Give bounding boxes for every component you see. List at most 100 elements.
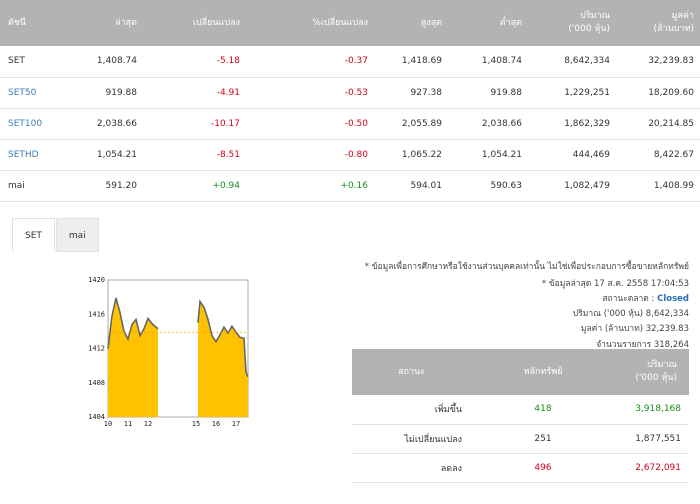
index-row-set: SET 1,408.74 -5.18 -0.37 1,418.69 1,408.74 8,6… xyxy=(0,46,700,78)
index-change: -10.17 xyxy=(143,108,246,140)
session-area-1 xyxy=(108,297,158,417)
latest-update-value: 17 ส.ค. 2558 17:04:53 xyxy=(593,279,689,289)
index-value: 20,214.85 xyxy=(616,108,700,140)
index-change: -4.91 xyxy=(143,77,246,109)
header-value: มูลค่า (ล้านบาท) xyxy=(616,0,700,46)
index-pct: -0.53 xyxy=(246,77,374,109)
summary-row: เพิ่มขึ้น 418 3,918,168 xyxy=(352,395,689,425)
header-high: สูงสุด xyxy=(374,0,448,46)
index-last: 591.20 xyxy=(60,170,143,202)
index-name: SET xyxy=(0,46,60,78)
index-name[interactable]: SET100 xyxy=(0,108,60,140)
total-trades: จำนวนรายการ 318,264 xyxy=(596,337,689,351)
header-status: สถานะ xyxy=(352,349,480,395)
y-tick-label: 1416 xyxy=(88,310,105,318)
header-summary-volume: ปริมาณ ('000 หุ้น) xyxy=(580,349,689,395)
summary-count: 251 xyxy=(480,424,580,454)
index-last: 1,408.74 xyxy=(60,46,143,78)
market-status-value: Closed xyxy=(657,294,689,304)
index-table: ดัชนี ล่าสุด เปลี่ยนแปลง %เปลี่ยนแปลง สู… xyxy=(0,0,700,202)
y-tick-label: 1412 xyxy=(88,345,105,353)
tab-set[interactable]: SET xyxy=(12,218,55,252)
index-low: 919.88 xyxy=(448,77,528,109)
latest-update: * ข้อมูลล่าสุด 17 ส.ค. 2558 17:04:53 xyxy=(542,276,689,290)
index-high: 1,065.22 xyxy=(374,139,448,171)
total-trades-label: จำนวนรายการ xyxy=(596,340,652,350)
index-change: +0.94 xyxy=(143,170,246,202)
index-low: 590.63 xyxy=(448,170,528,202)
index-last: 919.88 xyxy=(60,77,143,109)
index-value: 1,408.99 xyxy=(616,170,700,202)
index-volume: 1,082,479 xyxy=(528,170,616,202)
header-low: ต่ำสุด xyxy=(448,0,528,46)
y-tick-label: 1404 xyxy=(88,413,105,421)
summary-count: 496 xyxy=(480,453,580,483)
index-pct: -0.50 xyxy=(246,108,374,140)
x-tick-label: 11 xyxy=(124,420,132,428)
index-change: -5.18 xyxy=(143,46,246,78)
y-tick-label: 1420 xyxy=(88,276,105,284)
index-value: 32,239.83 xyxy=(616,46,700,78)
index-low: 1,054.21 xyxy=(448,139,528,171)
header-volume: ปริมาณ ('000 หุ้น) xyxy=(528,0,616,46)
index-high: 927.38 xyxy=(374,77,448,109)
summary-volume: 3,918,168 xyxy=(580,395,689,425)
index-volume: 444,469 xyxy=(528,139,616,171)
index-volume: 8,642,334 xyxy=(528,46,616,78)
index-low: 1,408.74 xyxy=(448,46,528,78)
total-value-label: มูลค่า (ล้านบาท) xyxy=(580,324,644,334)
index-pct: -0.80 xyxy=(246,139,374,171)
x-tick-label: 10 xyxy=(104,420,112,428)
x-tick-label: 12 xyxy=(144,420,152,428)
x-tick-label: 16 xyxy=(212,420,220,428)
total-value: มูลค่า (ล้านบาท) 32,239.83 xyxy=(581,321,689,335)
index-name[interactable]: SET50 xyxy=(0,77,60,109)
index-high: 2,055.89 xyxy=(374,108,448,140)
tab-mai[interactable]: mai xyxy=(55,218,99,252)
x-tick-label: 15 xyxy=(192,420,200,428)
index-last: 2,038.66 xyxy=(60,108,143,140)
index-volume: 1,229,251 xyxy=(528,77,616,109)
index-high: 1,418.69 xyxy=(374,46,448,78)
index-pct: +0.16 xyxy=(246,170,374,202)
index-low: 2,038.66 xyxy=(448,108,528,140)
summary-header: สถานะ หลักทรัพย์ ปริมาณ ('000 หุ้น) xyxy=(352,349,689,395)
latest-update-label: * ข้อมูลล่าสุด xyxy=(541,279,592,289)
header-change: เปลี่ยนแปลง xyxy=(143,0,246,46)
intraday-chart: 1420 1416 1412 1408 1404 10 11 12 15 16 17 xyxy=(78,274,268,442)
index-row-mai: mai 591.20 +0.94 +0.16 594.01 590.63 1,082,479… xyxy=(0,170,700,202)
index-table-header: ดัชนี ล่าสุด เปลี่ยนแปลง %เปลี่ยนแปลง สู… xyxy=(0,0,700,46)
market-tabs: SET mai xyxy=(12,218,100,252)
market-status: สถานะตลาด : Closed xyxy=(602,291,689,305)
summary-volume: 2,672,091 xyxy=(580,453,689,483)
index-last: 1,054.21 xyxy=(60,139,143,171)
summary-status: ไม่เปลี่ยนแปลง xyxy=(352,424,480,454)
summary-volume: 1,877,551 xyxy=(580,424,689,454)
total-trades-value: 318,264 xyxy=(653,340,689,350)
advance-decline-table: สถานะ หลักทรัพย์ ปริมาณ ('000 หุ้น) เพิ่ม… xyxy=(352,349,689,483)
summary-status: ลดลง xyxy=(352,453,480,483)
index-pct: -0.37 xyxy=(246,46,374,78)
total-volume-value: 8,642,334 xyxy=(645,309,689,319)
index-change: -8.51 xyxy=(143,139,246,171)
header-index: ดัชนี xyxy=(0,0,60,46)
disclaimer-text: * ข้อมูลเพื่อการศึกษาหรือใช้งานส่วนบุคคล… xyxy=(364,262,689,272)
index-volume: 1,862,329 xyxy=(528,108,616,140)
index-high: 594.01 xyxy=(374,170,448,202)
index-row-set100[interactable]: SET100 2,038.66 -10.17 -0.50 2,055.89 2,038.6… xyxy=(0,108,700,140)
index-row-sethd[interactable]: SETHD 1,054.21 -8.51 -0.80 1,065.22 1,054.21 4… xyxy=(0,139,700,171)
header-securities: หลักทรัพย์ xyxy=(480,349,580,395)
summary-status: เพิ่มขึ้น xyxy=(352,395,480,425)
summary-row: ลดลง 496 2,672,091 xyxy=(352,453,689,483)
session-line-1 xyxy=(107,297,159,349)
summary-count: 418 xyxy=(480,395,580,425)
summary-row: ไม่เปลี่ยนแปลง 251 1,877,551 xyxy=(352,424,689,454)
total-value-value: 32,239.83 xyxy=(645,324,689,334)
index-row-set50[interactable]: SET50 919.88 -4.91 -0.53 927.38 919.88 1,229,2… xyxy=(0,77,700,109)
session-line-2 xyxy=(197,299,249,378)
index-name[interactable]: SETHD xyxy=(0,139,60,171)
header-last: ล่าสุด xyxy=(60,0,143,46)
header-pct-change: %เปลี่ยนแปลง xyxy=(246,0,374,46)
index-name: mai xyxy=(0,170,60,202)
x-tick-label: 17 xyxy=(232,420,240,428)
